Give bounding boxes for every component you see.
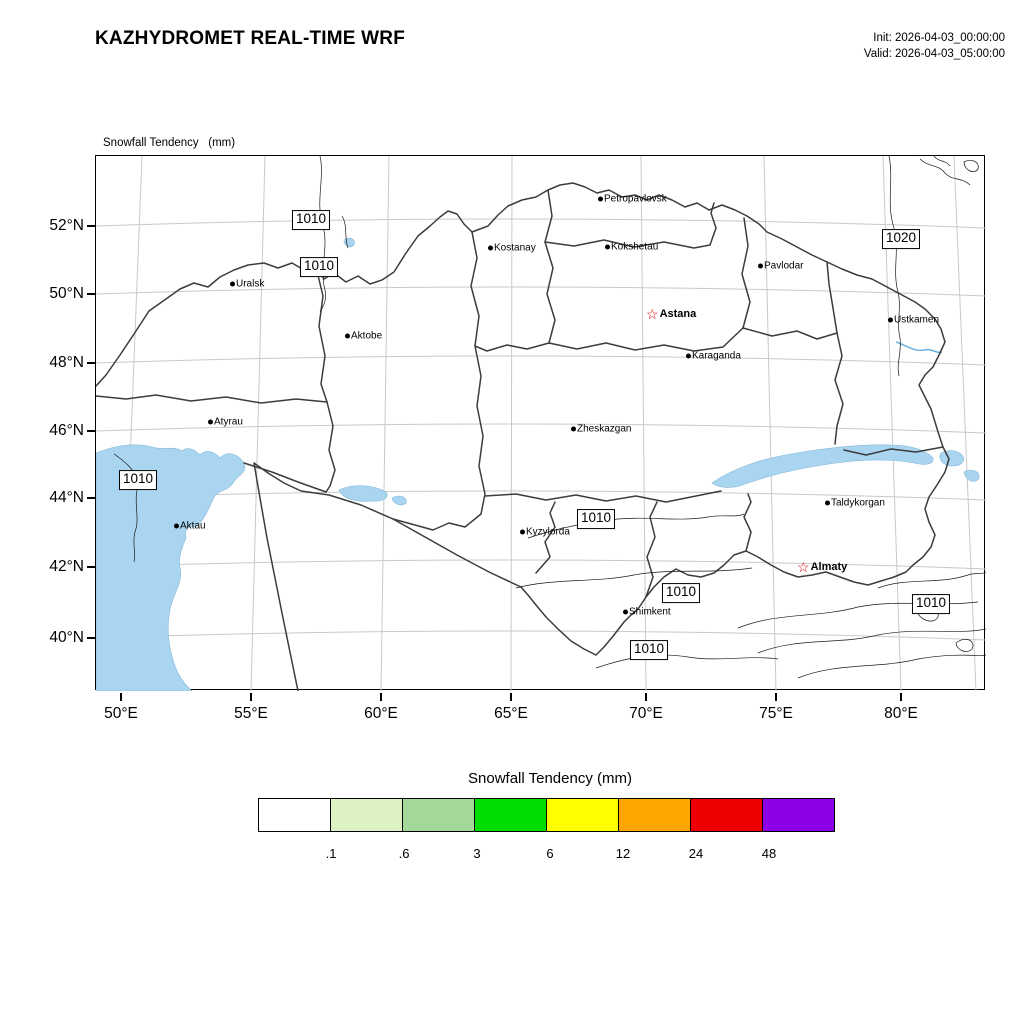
- small-lake-3: [343, 237, 355, 248]
- legend-tick-label: 48: [761, 846, 777, 861]
- lon-tick-label: 80°E: [884, 705, 918, 722]
- lon-tick-label: 75°E: [759, 705, 793, 722]
- lat-tick-label: 52°N: [49, 217, 84, 234]
- legend-tick-label: 3: [473, 846, 481, 861]
- region-borders: [96, 182, 950, 691]
- base-map: [96, 156, 986, 691]
- legend-color-swatch: [402, 798, 475, 832]
- lat-tick-label: 48°N: [49, 354, 84, 371]
- aral-fragment: [338, 485, 388, 502]
- lat-tick: [87, 566, 95, 568]
- lon-tick: [775, 693, 777, 701]
- lat-tick-label: 44°N: [49, 489, 84, 506]
- legend-tick-label: 24: [688, 846, 704, 861]
- lat-tick-label: 40°N: [49, 629, 84, 646]
- legend-tick-label: .6: [398, 846, 410, 861]
- legend-color-swatch: [618, 798, 691, 832]
- lake-balkhash: [711, 444, 934, 488]
- lon-tick-label: 70°E: [629, 705, 663, 722]
- rivers: [895, 341, 943, 354]
- legend-colorbar: [258, 798, 835, 832]
- model-run-info: Init: 2026-04-03_00:00:00 Valid: 2026-04…: [864, 30, 1005, 62]
- lon-tick-label: 60°E: [364, 705, 398, 722]
- legend-color-swatch: [546, 798, 619, 832]
- lat-tick: [87, 497, 95, 499]
- lake-alakol: [939, 450, 965, 467]
- plot-title: KAZHYDROMET REAL-TIME WRF: [95, 28, 406, 49]
- lat-tick: [87, 225, 95, 227]
- map-frame: Petropavlovsk Kostanay Kokshetau Pavlodar Ur…: [49, 155, 986, 722]
- lon-tick: [380, 693, 382, 701]
- legend-tick-label: 6: [546, 846, 554, 861]
- legend-color-swatch: [330, 798, 403, 832]
- small-lake-1: [391, 495, 407, 506]
- lon-tick-label: 50°E: [104, 705, 138, 722]
- legend-color-swatch: [690, 798, 763, 832]
- small-lake-2: [963, 469, 980, 482]
- field-label-snowfall: Snowfall Tendency (mm): [103, 137, 236, 150]
- lon-tick: [645, 693, 647, 701]
- caspian-sea: [96, 444, 246, 691]
- water-bodies: [96, 237, 980, 691]
- legend-title: Snowfall Tendency (mm): [468, 770, 632, 787]
- lon-tick: [510, 693, 512, 701]
- isobar-contours: [113, 156, 986, 679]
- lon-tick-label: 65°E: [494, 705, 528, 722]
- legend-color-swatch: [258, 798, 331, 832]
- legend-color-swatch: [762, 798, 835, 832]
- valid-time: Valid: 2026-04-03_05:00:00: [863, 48, 1005, 61]
- init-time: Init: 2026-04-03_00:00:00: [873, 32, 1005, 44]
- lat-tick: [87, 430, 95, 432]
- lon-tick: [120, 693, 122, 701]
- lon-tick: [900, 693, 902, 701]
- lat-tick-label: 42°N: [49, 558, 84, 575]
- lat-tick: [87, 637, 95, 639]
- legend-tick-label: 12: [615, 846, 631, 861]
- legend-tick-label: .1: [325, 846, 337, 861]
- lon-tick-label: 55°E: [234, 705, 268, 722]
- lon-tick: [250, 693, 252, 701]
- lat-tick: [87, 362, 95, 364]
- lat-tick-label: 50°N: [49, 285, 84, 302]
- lat-tick-label: 46°N: [49, 422, 84, 439]
- lat-tick: [87, 293, 95, 295]
- legend-color-swatch: [474, 798, 547, 832]
